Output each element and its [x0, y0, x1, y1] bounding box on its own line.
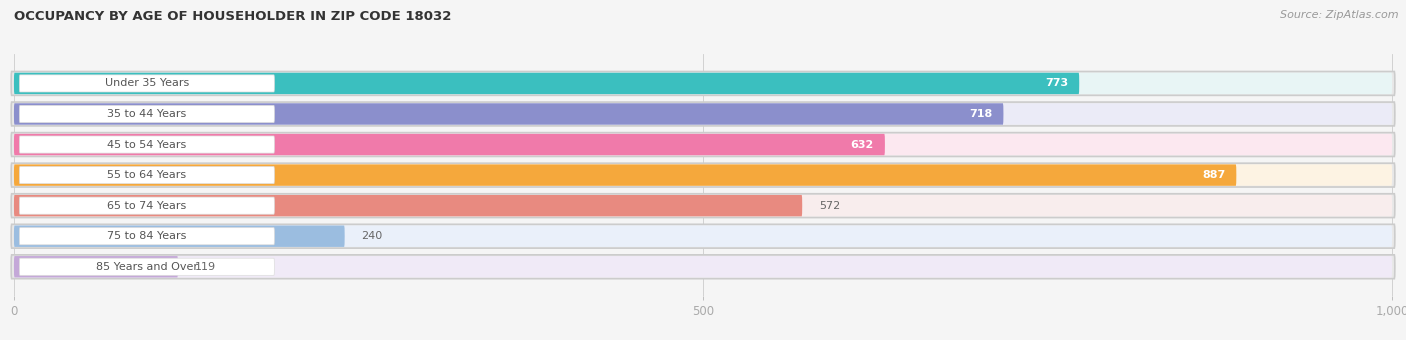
FancyBboxPatch shape — [14, 256, 179, 277]
FancyBboxPatch shape — [14, 256, 1392, 277]
FancyBboxPatch shape — [14, 165, 1236, 186]
FancyBboxPatch shape — [11, 133, 1395, 156]
FancyBboxPatch shape — [14, 103, 1392, 125]
Text: 45 to 54 Years: 45 to 54 Years — [107, 139, 187, 150]
FancyBboxPatch shape — [14, 225, 1392, 247]
FancyBboxPatch shape — [20, 75, 274, 92]
FancyBboxPatch shape — [14, 73, 1392, 94]
FancyBboxPatch shape — [11, 102, 1395, 126]
FancyBboxPatch shape — [20, 258, 274, 275]
Text: Source: ZipAtlas.com: Source: ZipAtlas.com — [1281, 10, 1399, 20]
Text: 572: 572 — [818, 201, 839, 211]
FancyBboxPatch shape — [20, 197, 274, 214]
Text: 75 to 84 Years: 75 to 84 Years — [107, 231, 187, 241]
FancyBboxPatch shape — [14, 134, 884, 155]
FancyBboxPatch shape — [14, 134, 1392, 155]
Text: Under 35 Years: Under 35 Years — [105, 79, 188, 88]
FancyBboxPatch shape — [14, 73, 1080, 94]
FancyBboxPatch shape — [20, 167, 274, 184]
FancyBboxPatch shape — [14, 195, 1392, 216]
Text: OCCUPANCY BY AGE OF HOUSEHOLDER IN ZIP CODE 18032: OCCUPANCY BY AGE OF HOUSEHOLDER IN ZIP C… — [14, 10, 451, 23]
Text: 55 to 64 Years: 55 to 64 Years — [107, 170, 187, 180]
FancyBboxPatch shape — [14, 225, 344, 247]
Text: 887: 887 — [1202, 170, 1225, 180]
Text: 35 to 44 Years: 35 to 44 Years — [107, 109, 187, 119]
FancyBboxPatch shape — [20, 228, 274, 245]
Text: 65 to 74 Years: 65 to 74 Years — [107, 201, 187, 211]
Text: 85 Years and Over: 85 Years and Over — [96, 262, 198, 272]
FancyBboxPatch shape — [14, 195, 803, 216]
FancyBboxPatch shape — [11, 194, 1395, 218]
FancyBboxPatch shape — [14, 103, 1004, 125]
FancyBboxPatch shape — [11, 224, 1395, 248]
FancyBboxPatch shape — [20, 136, 274, 153]
Text: 240: 240 — [361, 231, 382, 241]
FancyBboxPatch shape — [11, 163, 1395, 187]
Text: 718: 718 — [969, 109, 993, 119]
FancyBboxPatch shape — [14, 165, 1392, 186]
Text: 632: 632 — [851, 139, 875, 150]
FancyBboxPatch shape — [11, 71, 1395, 95]
FancyBboxPatch shape — [20, 105, 274, 122]
Text: 773: 773 — [1045, 79, 1069, 88]
FancyBboxPatch shape — [11, 255, 1395, 279]
Text: 119: 119 — [194, 262, 215, 272]
